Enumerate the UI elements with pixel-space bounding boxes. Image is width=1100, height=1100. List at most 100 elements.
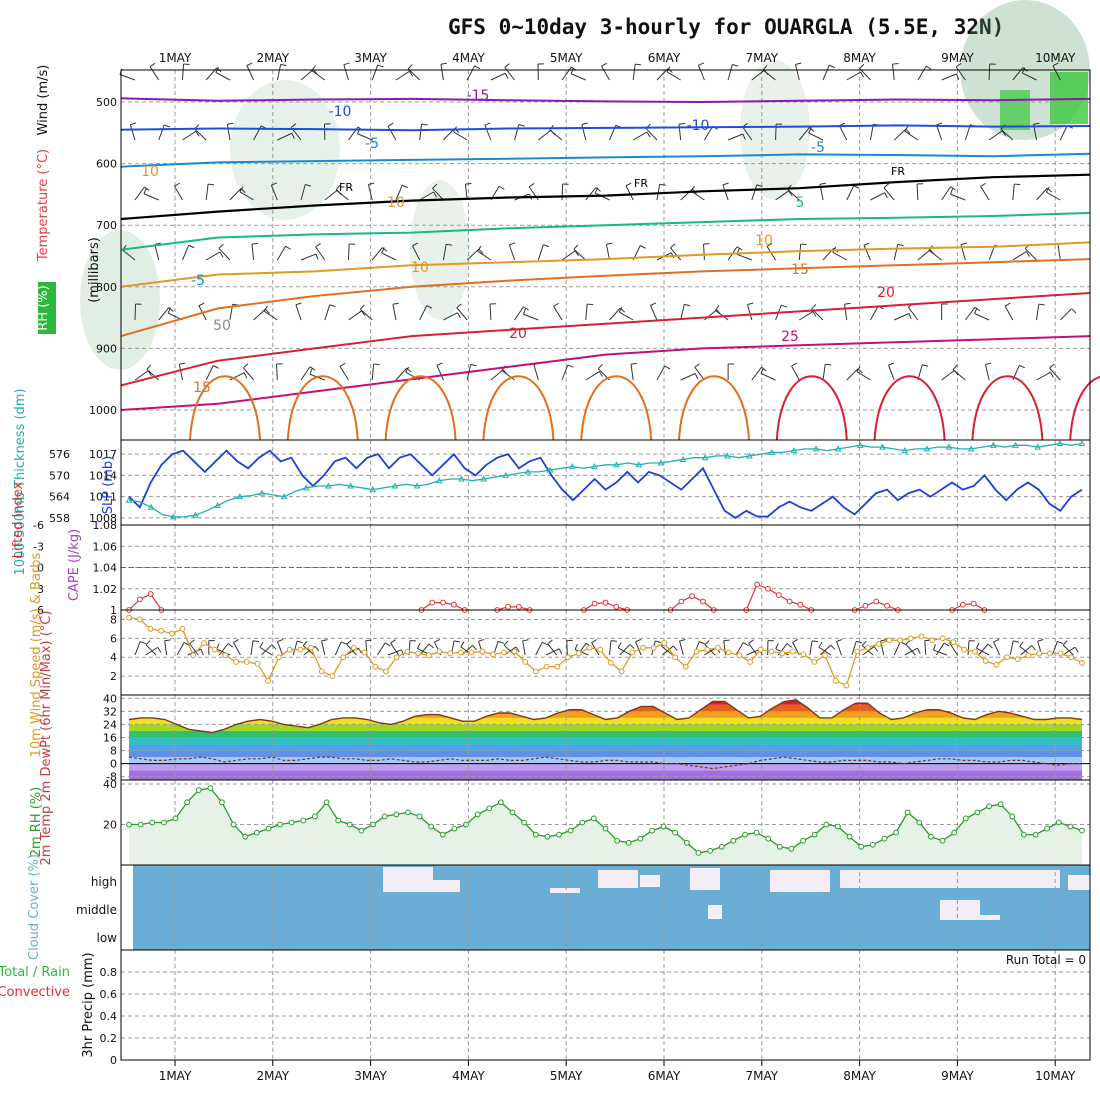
- wind-barb: [119, 74, 136, 81]
- wind-barb-flag: [666, 66, 671, 73]
- temp-tick-label: 8: [110, 745, 117, 758]
- wind-barb: [893, 244, 899, 261]
- wind-barb-flag: [168, 307, 174, 312]
- thickness-marker: [635, 461, 643, 468]
- thickness-marker: [502, 471, 510, 478]
- wind-barb: [229, 188, 242, 201]
- thickness-marker: [746, 452, 753, 459]
- wind-barb-flag: [233, 639, 239, 643]
- wind-barb: [844, 304, 848, 321]
- rh-marker: [718, 843, 725, 850]
- wind-barb-flag: [145, 640, 151, 646]
- wind-barb: [846, 368, 859, 381]
- wind-barb: [1021, 72, 1037, 81]
- rh-marker: [242, 833, 249, 840]
- wind-barb-flag: [200, 648, 204, 655]
- wind-barb-flag: [149, 62, 156, 68]
- thickness-marker: [568, 463, 576, 470]
- thickness-marker: [923, 445, 931, 452]
- wind-barb: [656, 365, 666, 381]
- wind-barb: [1020, 645, 1032, 656]
- wind-barb: [645, 127, 658, 141]
- thickness-marker: [214, 501, 222, 509]
- wind-barb: [181, 64, 185, 81]
- temp-tick-label: 32: [103, 705, 117, 718]
- wind-barb: [504, 67, 515, 81]
- rh-marker: [683, 839, 690, 846]
- wind-barb: [484, 124, 492, 141]
- rh-marker: [974, 809, 981, 816]
- wind-barb-flag: [809, 127, 815, 132]
- wind-barb-flag: [606, 242, 613, 245]
- precip-panel: 0.8 0.6 0.4 0.2 0 Run Total = 0 3hr Precip (mm…: [0, 949, 1091, 1067]
- wind-speed-marker: [661, 640, 668, 646]
- wind-barb: [1062, 644, 1074, 656]
- cape-marker: [862, 602, 869, 609]
- thickness-marker: [967, 445, 975, 452]
- wind-barb: [205, 184, 209, 201]
- wind-barb: [261, 644, 273, 656]
- wind-barb-flag: [340, 641, 347, 645]
- diurnal-isotherm: [384, 375, 457, 441]
- wind-barb-flag: [950, 186, 956, 191]
- thickness-tick-label: 570: [49, 469, 70, 482]
- wind-speed-marker: [350, 644, 357, 651]
- contour-label: 10: [411, 260, 429, 276]
- rh-tick-label: 20: [103, 819, 117, 832]
- wind-barb: [988, 63, 991, 81]
- temp-band: [129, 704, 1082, 712]
- wind-speed-marker: [897, 637, 903, 644]
- wind-barb-flag: [736, 246, 743, 251]
- wind-speed-marker: [447, 650, 454, 657]
- wind-barb: [661, 645, 674, 656]
- rh-marker: [776, 843, 783, 850]
- contour-label: -10: [687, 118, 710, 134]
- wind-barb-flag: [883, 183, 889, 189]
- wind-barb: [950, 193, 966, 201]
- wind-barb: [846, 71, 861, 81]
- x-tick-label-top: 3MAY: [354, 51, 387, 65]
- wind-barb-flag: [949, 188, 954, 195]
- wind-barb-flag: [252, 640, 260, 643]
- pressure-tick-label: 900: [96, 342, 117, 355]
- wind-barb: [122, 249, 136, 261]
- wind-barb-flag: [808, 127, 812, 134]
- wind-barb-flag: [598, 371, 603, 377]
- precip-tick-label: 0.6: [100, 988, 118, 1001]
- rh-marker: [986, 803, 992, 810]
- wind-barb: [635, 641, 642, 656]
- wind-barb-flag: [690, 185, 695, 192]
- cape-marker: [429, 599, 436, 606]
- wind-barb-flag: [694, 373, 699, 380]
- cloud-clear-block: [550, 888, 580, 893]
- thickness-axis-label: 1000-500mb Thickness (dm): [13, 388, 28, 575]
- wind-speed-marker: [736, 652, 743, 659]
- wind-speed-marker: [318, 668, 325, 675]
- contour-label: -10: [329, 104, 352, 120]
- wind-barb: [371, 64, 379, 81]
- thickness-marker: [435, 477, 443, 484]
- temp-band: [129, 724, 1082, 731]
- wind-barb-flag: [956, 73, 960, 80]
- temp-band: [129, 770, 1082, 780]
- wind-barb: [570, 73, 586, 81]
- wind-barb: [907, 306, 919, 321]
- wind-barb: [315, 246, 326, 261]
- wind-barb-flag: [343, 62, 350, 66]
- wind-barb-flag: [812, 311, 817, 317]
- wind-speed-marker: [607, 659, 614, 666]
- li-axis-label: Lifted Index: [11, 481, 26, 558]
- wind-speed-marker: [725, 649, 732, 656]
- wind-speed-marker: [811, 659, 818, 665]
- rh-marker: [335, 817, 342, 824]
- wind-barb-flag: [595, 187, 601, 192]
- x-tick-label-top: 1MAY: [159, 51, 192, 65]
- rh-marker: [253, 829, 260, 836]
- wind-barb: [295, 304, 302, 321]
- wind-barb-flag: [1050, 372, 1054, 378]
- wind-barb-flag: [541, 641, 548, 646]
- wind-barb-flag: [189, 639, 195, 644]
- wind-barb-flag: [504, 63, 510, 68]
- wind-speed-marker: [532, 668, 539, 675]
